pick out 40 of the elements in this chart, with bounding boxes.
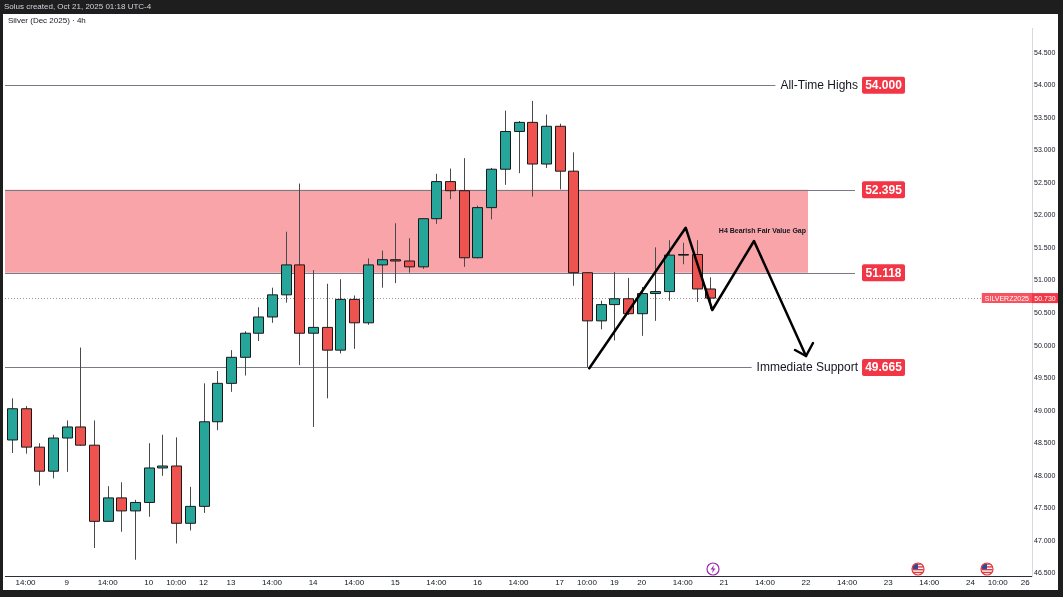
x-tick-label: 16 (472, 578, 483, 587)
x-tick-label: 9 (64, 578, 70, 587)
ref-line-label: Immediate Support (756, 360, 859, 375)
ref-line-label: All-Time Highs (780, 78, 858, 93)
annotation: 54.000 (865, 78, 903, 93)
x-tick-label: 14:00 (508, 578, 530, 587)
x-tick-label: 10:00 (576, 578, 598, 587)
x-tick-label: 21 (719, 578, 729, 587)
text: Solus created, Oct 21, 2025 01:18 UTC-4 (4, 2, 152, 12)
x-tick-label: 14:00 (15, 578, 37, 587)
annotation: 49.665 (865, 360, 903, 375)
candlestick (253, 306, 264, 342)
x-tick-label: 14:00 (344, 578, 365, 587)
x-tick-label: 14:00 (754, 578, 776, 587)
x-tick-label: 14 (308, 578, 319, 587)
x-tick-label: 20 (637, 578, 647, 587)
x-tick-label: 26 (1020, 578, 1031, 587)
x-tick-label: 14:00 (672, 578, 694, 587)
x-tick-label: 17 (555, 578, 565, 587)
x-tick-label: 14:00 (262, 578, 283, 587)
x-tick-label: 23 (883, 578, 894, 587)
annotation: 52.395 (865, 182, 903, 197)
x-tick-label: 12 (199, 578, 209, 587)
x-tick-label: 14:00 (919, 578, 940, 587)
x-tick-label: 14:00 (426, 578, 447, 587)
candlestick (678, 242, 689, 265)
x-tick-label: 13 (226, 578, 236, 587)
x-tick-label: 14:00 (97, 578, 119, 587)
x-tick-label: 24 (965, 578, 976, 587)
x-tick-label: 22 (801, 578, 812, 587)
x-tick-label: 19 (609, 578, 620, 587)
candlestick (75, 347, 86, 447)
x-tick-label: 15 (390, 578, 401, 587)
x-tick-label: 10:00 (166, 578, 187, 587)
candlestick (103, 485, 114, 523)
chart-title: Silver (Dec 2025) · 4h (8, 16, 86, 26)
x-tick-label: 14:00 (837, 578, 858, 587)
x-tick-label: 10 (144, 578, 154, 587)
x-tick-label: 10:00 (987, 578, 1009, 587)
annotation: 51.118 (865, 265, 902, 280)
